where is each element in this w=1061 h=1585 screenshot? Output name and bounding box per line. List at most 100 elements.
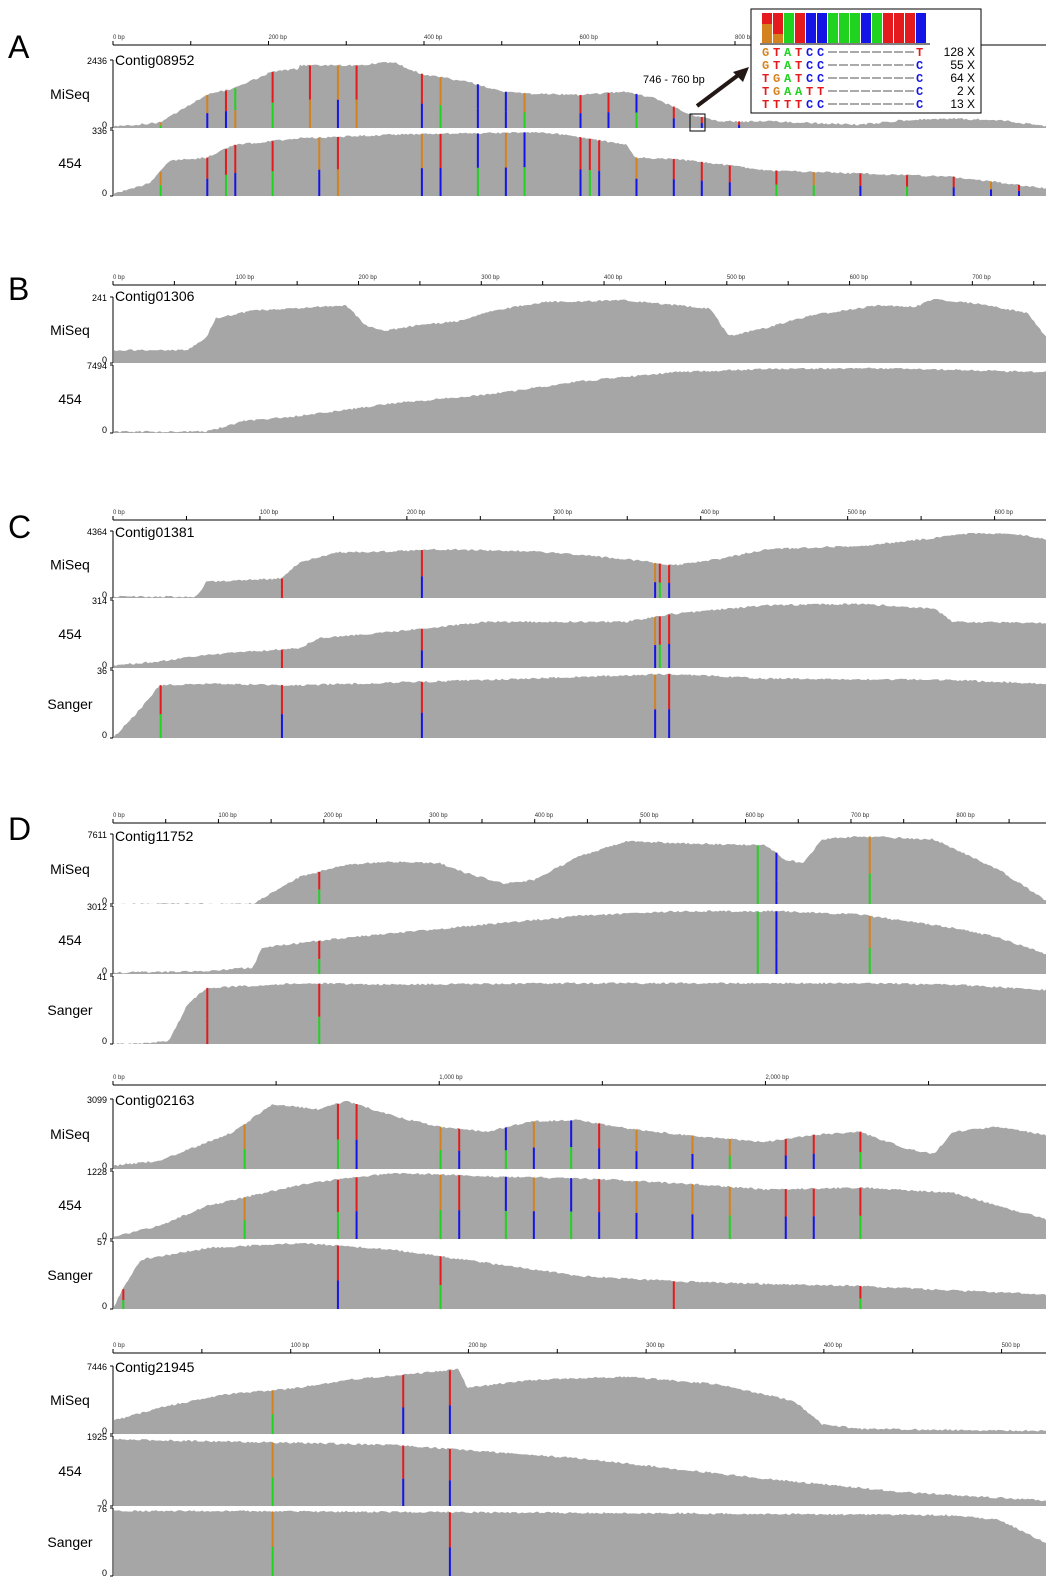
variant-bar-bottom <box>570 1147 573 1169</box>
variant-bar-bottom <box>224 111 227 128</box>
variant-bar-bottom <box>234 172 237 196</box>
variant-bar-top <box>420 73 423 104</box>
y-max-label: 36 <box>97 666 107 676</box>
panel-letter: B <box>8 271 29 307</box>
variant-bar-top <box>336 136 339 170</box>
y-max-label: 76 <box>97 1504 107 1514</box>
consensus-bar <box>806 13 816 43</box>
y-max-label: 57 <box>97 1237 107 1247</box>
position-ruler: 0 bp 100 bp 200 bp 300 bp 400 bp 500 bp 600 bp… <box>112 275 1046 286</box>
base-char: G <box>773 72 780 86</box>
variant-bar-top <box>775 170 778 185</box>
variant-bar-top <box>439 1174 442 1211</box>
variant-bar-bottom <box>812 1153 815 1169</box>
y-max-label: 241 <box>92 293 107 303</box>
position-ruler: 0 bp 100 bp 200 bp 300 bp 400 bp 500 bp <box>112 1343 1046 1354</box>
variant-bar-top <box>756 911 759 946</box>
variant-bar-bottom <box>243 1220 246 1239</box>
variant-bar-top <box>598 140 601 171</box>
base-char: A <box>784 72 792 86</box>
variant-columns <box>159 65 741 128</box>
read-row: T T T T C C C 13 X <box>762 97 975 112</box>
variant-bar-bottom <box>672 118 675 128</box>
ruler-tick-label: 200 bp <box>468 1343 487 1349</box>
variant-bar-bottom <box>271 1477 274 1506</box>
variant-bar-bottom <box>280 714 283 738</box>
base-char: A <box>784 59 792 73</box>
variant-bar-bottom <box>504 1210 507 1239</box>
ruler-tick-label: 200 bp <box>359 275 378 281</box>
variant-bar-bottom <box>271 102 274 128</box>
variant-bar-bottom <box>159 125 162 128</box>
y-min-label: 0 <box>102 1231 107 1241</box>
variant-bar-top <box>420 550 423 577</box>
track-label: 454 <box>58 391 82 407</box>
variant-bar-bottom <box>668 583 671 598</box>
variant-columns <box>318 911 871 974</box>
base-char: C <box>817 59 824 73</box>
variant-bar-bottom <box>990 189 993 196</box>
variant-bar-top <box>206 157 209 179</box>
y-min-label: 0 <box>102 1426 107 1436</box>
variant-bar-top <box>420 134 423 169</box>
y-max-label: 1925 <box>87 1432 107 1442</box>
variant-columns <box>318 836 871 904</box>
ruler-tick-label: 400 bp <box>824 1343 843 1349</box>
ruler-tick-label: 2,000 bp <box>765 1075 789 1081</box>
variant-bar-top <box>635 93 638 113</box>
consensus-bar <box>828 13 838 43</box>
contig-name: Contig08952 <box>115 52 195 68</box>
variant-bar-top <box>523 93 526 113</box>
variant-bar-bottom <box>448 1547 451 1576</box>
coverage-area <box>114 1438 1046 1506</box>
ruler-tick-label: 500 bp <box>640 813 659 819</box>
consensus-bar <box>883 13 893 43</box>
variant-bar-top <box>280 649 283 660</box>
variant-bar-top <box>159 122 162 126</box>
variant-columns <box>280 550 671 598</box>
variant-bar-bottom <box>271 171 274 196</box>
y-min-label: 0 <box>102 1498 107 1508</box>
variant-bar-top <box>868 836 871 874</box>
variant-bar-bottom <box>728 182 731 196</box>
ruler-tick-label: 500 bp <box>727 275 746 281</box>
pointer-arrow-shaft <box>695 71 743 108</box>
contig-name: Contig01306 <box>115 288 195 304</box>
base-char: T <box>784 98 791 112</box>
base-char: A <box>784 46 792 60</box>
coverage-track-454: 454 1925 0 <box>58 1432 1046 1508</box>
base-char: G <box>762 46 769 60</box>
ruler-tick-label: 500 bp <box>848 510 867 516</box>
variant-bar-top <box>868 915 871 948</box>
consensus-bar <box>905 13 915 43</box>
variant-bar-bottom <box>159 185 162 196</box>
variant-bar-top <box>668 614 671 645</box>
base-char: C <box>916 72 923 86</box>
contig-name: Contig01381 <box>115 524 195 540</box>
ruler-tick-label: 700 bp <box>851 813 870 819</box>
variant-bar-top <box>672 106 675 119</box>
ruler-tick-label: 0 bp <box>113 35 125 41</box>
variant-bar-bottom <box>318 959 321 974</box>
coverage-area <box>114 603 1046 668</box>
base-char: C <box>916 59 923 73</box>
variant-bar-top <box>318 137 321 170</box>
variant-columns <box>271 1370 451 1434</box>
variant-bar-top <box>336 1179 339 1213</box>
variant-bar-bottom <box>635 1212 638 1239</box>
variant-bar-top <box>206 95 209 114</box>
variant-bar-top <box>635 157 638 179</box>
variant-bar-top <box>280 578 283 590</box>
y-min-label: 0 <box>102 1161 107 1171</box>
variant-columns <box>271 1442 451 1506</box>
read-row: G T A T C C T 128 X <box>762 45 975 60</box>
read-count: 64 X <box>950 71 975 85</box>
variant-bar-top <box>784 1139 787 1156</box>
variant-bar-top <box>952 176 955 188</box>
variant-bar-top <box>859 173 862 186</box>
coverage-track-454: 454 314 0 <box>58 596 1046 670</box>
coverage-track-454: 454 3012 0 <box>58 902 1046 976</box>
track-label: 454 <box>58 626 82 642</box>
coverage-area <box>114 367 1046 433</box>
variant-bar-top <box>635 1181 638 1213</box>
